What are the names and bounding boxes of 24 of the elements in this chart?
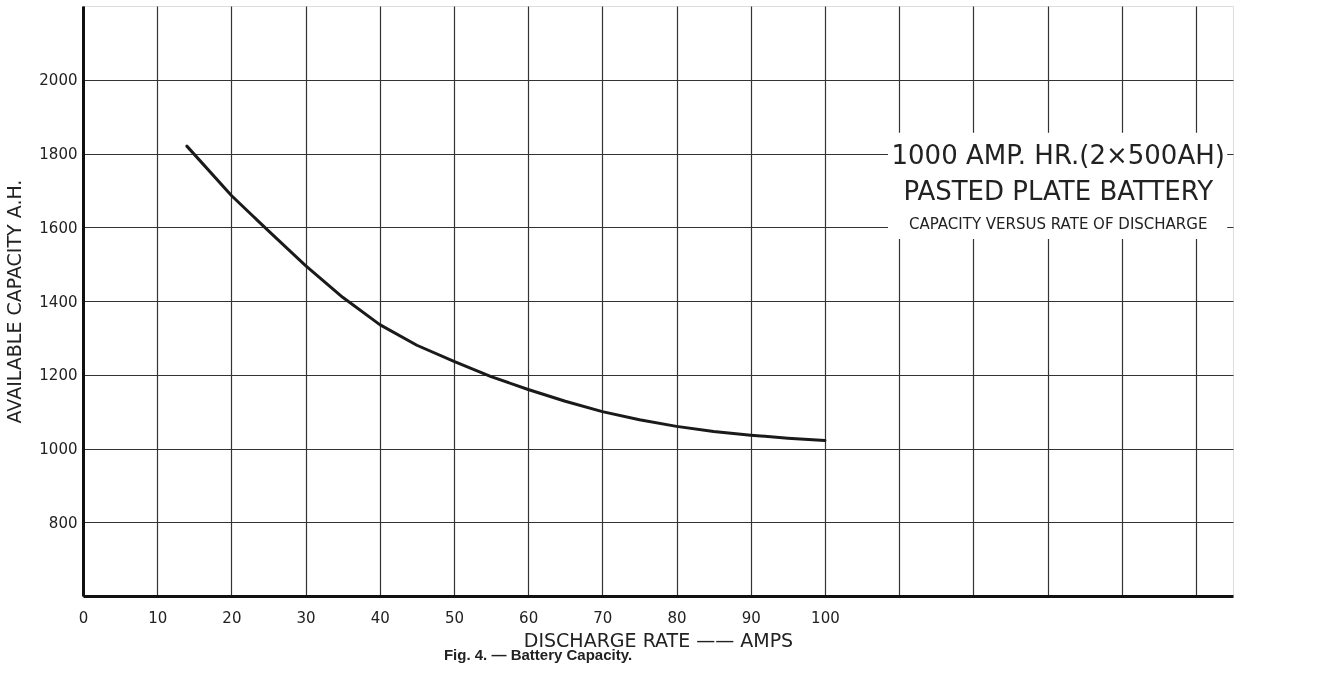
x-tick-label: 60 xyxy=(519,608,539,627)
x-tick-label: 0 xyxy=(78,608,89,627)
caption: Fig. 4. — Battery Capacity. xyxy=(443,646,633,663)
annotation: 1000 AMP. HR.(2×500AH) xyxy=(891,140,1225,171)
x-tick-label: 100 xyxy=(811,608,840,627)
annotation: PASTED PLATE BATTERY xyxy=(903,175,1214,206)
x-tick-label: 30 xyxy=(296,608,316,627)
y-tick-label: 800 xyxy=(48,513,78,532)
x-tick-label: 70 xyxy=(593,608,613,627)
y-tick-label: 1000 xyxy=(39,440,78,458)
y-tick-label: 1400 xyxy=(39,292,78,311)
x-tick-label: 10 xyxy=(148,608,168,627)
x-tick-label: 80 xyxy=(667,608,687,627)
line-series xyxy=(185,144,827,442)
x-tick-label: 50 xyxy=(444,608,465,627)
x-tick-label: 20 xyxy=(222,608,242,627)
y-tick-label: 1200 xyxy=(39,366,78,385)
y-axis-title: AVAILABLE CAPACITY A.H. xyxy=(3,179,26,424)
x-tick-label: 90 xyxy=(741,608,761,627)
annotation: CAPACITY VERSUS RATE OF DISCHARGE xyxy=(909,215,1208,234)
y-tick-label: 2000 xyxy=(39,71,78,90)
x-tick-label: 40 xyxy=(370,608,390,627)
y-tick-label: 1600 xyxy=(39,218,78,237)
y-tick-label: 1800 xyxy=(39,145,78,163)
